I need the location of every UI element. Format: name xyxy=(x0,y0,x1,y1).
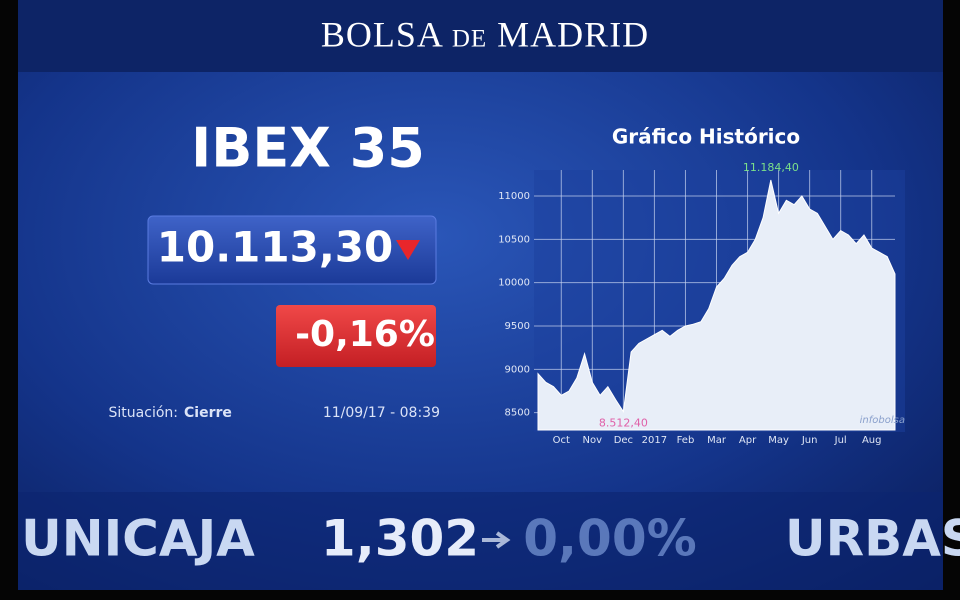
ticker-name: UNICAJA xyxy=(21,510,255,568)
index-name: IBEX 35 xyxy=(191,117,425,180)
ticker-arrow xyxy=(482,531,511,549)
index-value: 10.113,30 xyxy=(157,223,393,272)
ticker-price: 1,302 xyxy=(321,510,479,568)
x-tick-label: Apr xyxy=(739,435,757,446)
x-tick-label: Oct xyxy=(553,435,570,446)
chart-source: infobolsa xyxy=(860,415,905,426)
status-label: Situación: xyxy=(109,405,178,421)
chart: Gráfico Histórico Oct Nov Dec 2017 Feb Mar Apr… xyxy=(498,125,905,446)
x-tick-label: Aug xyxy=(862,435,882,446)
change-box xyxy=(276,305,436,367)
ticker-name: URBAS xyxy=(785,510,960,568)
y-tick-label: 10000 xyxy=(498,278,530,289)
value-label: 8.512,40 xyxy=(599,417,648,430)
y-tick-label: 9500 xyxy=(505,321,530,332)
x-tick-label: Mar xyxy=(707,435,727,446)
ticker-band xyxy=(18,492,943,590)
index-change: -0,16% xyxy=(295,314,435,355)
y-tick-label: 11000 xyxy=(498,191,530,202)
value-label: 11.184,40 xyxy=(743,161,799,174)
down-arrow xyxy=(396,240,420,260)
x-tick-label: Jun xyxy=(801,435,818,446)
datetime: 11/09/17 - 08:39 xyxy=(323,405,440,421)
header-title: BOLSA de MADRID xyxy=(321,14,649,54)
x-tick-label: Dec xyxy=(614,435,633,446)
x-tick-label: 2017 xyxy=(642,435,667,446)
y-tick-label: 10500 xyxy=(498,234,530,245)
x-tick-label: Jul xyxy=(834,435,847,446)
chart-title: Gráfico Histórico xyxy=(612,125,800,149)
x-tick-label: Nov xyxy=(583,435,603,446)
x-tick-label: May xyxy=(768,435,789,446)
value-box xyxy=(147,215,437,285)
y-tick-label: 9000 xyxy=(505,364,530,375)
area xyxy=(537,179,896,431)
status: Cierre xyxy=(184,405,232,421)
x-tick-label: Feb xyxy=(677,435,695,446)
y-tick-label: 8500 xyxy=(505,408,530,419)
ticker-change: 0,00% xyxy=(523,510,696,568)
header-band xyxy=(18,0,943,72)
